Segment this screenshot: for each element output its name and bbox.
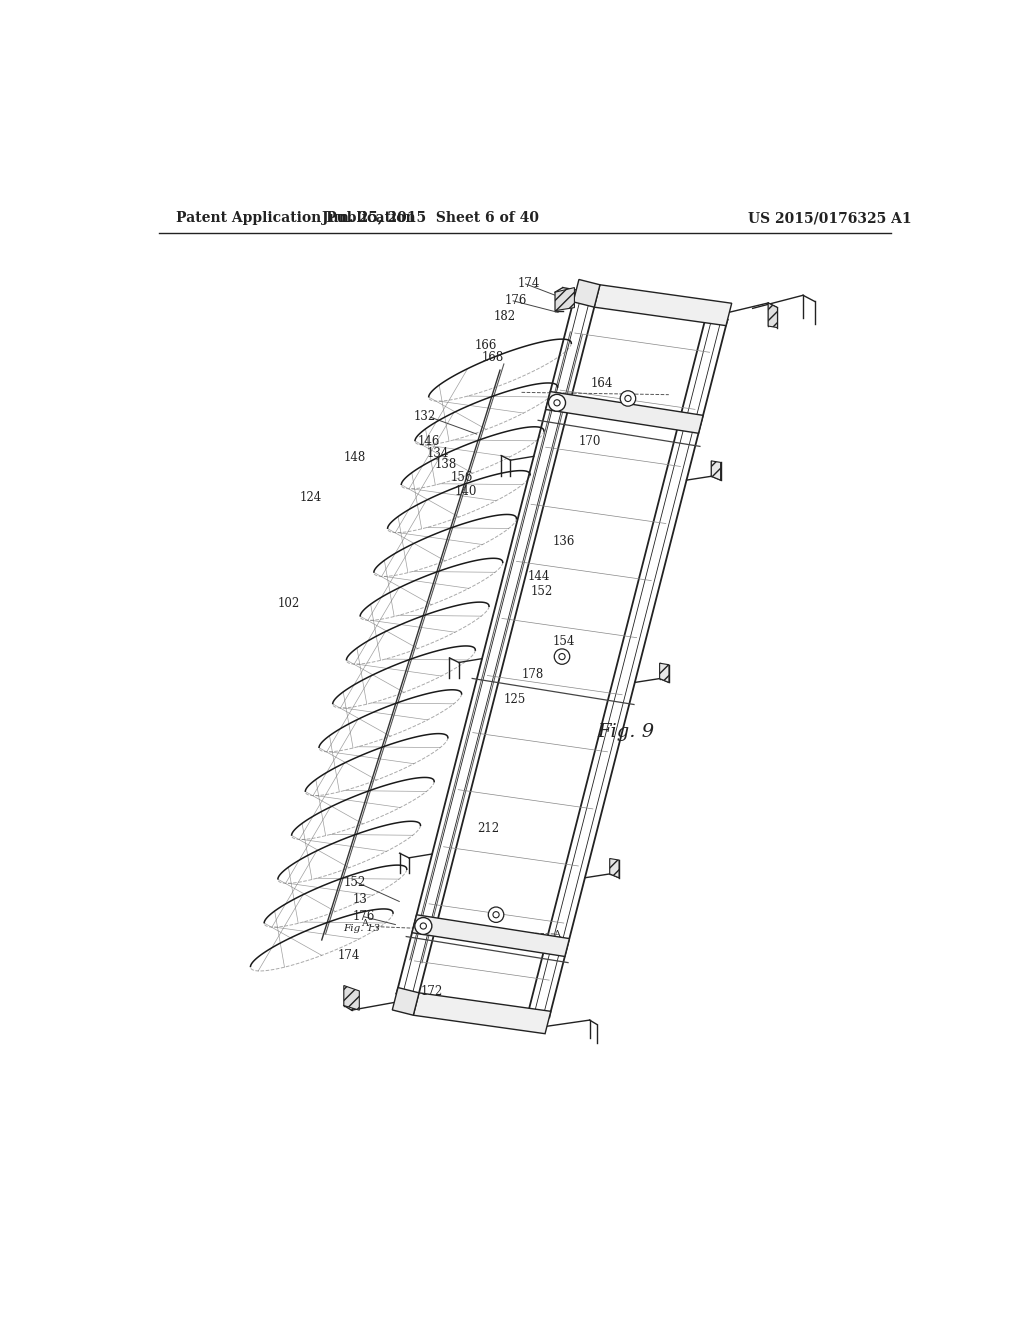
Text: 212: 212 — [477, 822, 499, 834]
Text: 164: 164 — [591, 376, 613, 389]
Polygon shape — [546, 392, 703, 433]
Text: A: A — [361, 919, 369, 928]
Circle shape — [420, 923, 426, 929]
Text: 102: 102 — [278, 597, 300, 610]
Polygon shape — [768, 304, 777, 327]
Circle shape — [415, 917, 432, 935]
Text: A: A — [553, 929, 560, 939]
Circle shape — [488, 907, 504, 923]
Circle shape — [625, 396, 631, 401]
Circle shape — [549, 395, 565, 412]
Text: 136: 136 — [553, 536, 575, 548]
Polygon shape — [712, 461, 721, 480]
Circle shape — [621, 391, 636, 407]
Text: 146: 146 — [418, 436, 440, 449]
Polygon shape — [609, 858, 620, 878]
Text: 172: 172 — [421, 985, 443, 998]
Polygon shape — [344, 986, 359, 1010]
Circle shape — [554, 649, 569, 664]
Text: Fig. 13: Fig. 13 — [343, 924, 380, 933]
Text: 138: 138 — [434, 458, 457, 471]
Text: 178: 178 — [521, 668, 544, 681]
Text: 156: 156 — [451, 471, 473, 484]
Polygon shape — [573, 280, 600, 308]
Text: Jun. 25, 2015  Sheet 6 of 40: Jun. 25, 2015 Sheet 6 of 40 — [322, 211, 539, 226]
Text: 168: 168 — [481, 351, 504, 363]
Polygon shape — [555, 288, 574, 310]
Text: 134: 134 — [426, 446, 449, 459]
Circle shape — [559, 653, 565, 660]
Polygon shape — [414, 993, 551, 1034]
Text: 124: 124 — [300, 491, 323, 504]
Polygon shape — [392, 987, 419, 1015]
Polygon shape — [412, 915, 569, 957]
Text: 140: 140 — [455, 484, 477, 498]
Text: 132: 132 — [414, 409, 435, 422]
Text: 174: 174 — [518, 277, 541, 290]
Polygon shape — [594, 285, 732, 326]
Circle shape — [493, 912, 499, 917]
Text: US 2015/0176325 A1: US 2015/0176325 A1 — [748, 211, 911, 226]
Text: 144: 144 — [528, 570, 550, 583]
Text: 182: 182 — [494, 310, 516, 323]
Text: Fig. 9: Fig. 9 — [598, 723, 654, 741]
Text: 166: 166 — [474, 339, 497, 352]
Text: 154: 154 — [553, 635, 575, 648]
Text: 152: 152 — [343, 875, 366, 888]
Text: 125: 125 — [504, 693, 526, 706]
Text: 170: 170 — [579, 436, 601, 449]
Text: 176: 176 — [505, 294, 527, 308]
Text: 152: 152 — [531, 585, 553, 598]
Text: 174: 174 — [337, 949, 359, 962]
Circle shape — [554, 400, 560, 405]
Text: 148: 148 — [343, 450, 366, 463]
Text: Patent Application Publication: Patent Application Publication — [176, 211, 416, 226]
Text: 176: 176 — [352, 911, 375, 924]
Polygon shape — [659, 663, 669, 682]
Text: 13: 13 — [352, 894, 368, 907]
